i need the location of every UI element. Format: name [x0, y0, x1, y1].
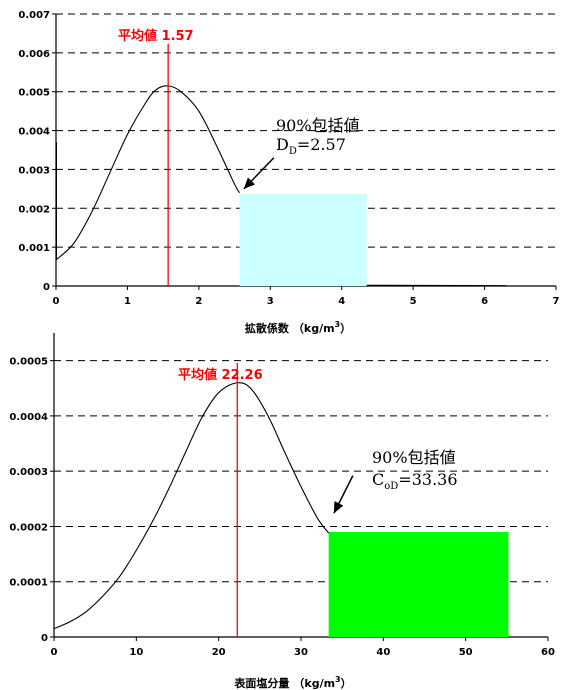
chart-surface-chloride: 0 0.0001 0.0002 0.0003 0.0004 0.0005 0 10 20 30 40…: [9, 333, 555, 690]
x-axis-title-unit: （kg/m: [293, 677, 335, 690]
x-axis-title-close: ）: [340, 322, 351, 335]
inclusive-region-box: [328, 531, 509, 637]
y-tick-label: 0.004: [18, 127, 50, 138]
x-tick-label: 40: [376, 647, 390, 658]
x-tick-label: 3: [267, 296, 274, 307]
y-tick-label: 0.001: [18, 243, 50, 254]
annotation-arrow-head: [243, 177, 256, 189]
x-axis-title-sup: 3: [335, 320, 341, 329]
annotation-line2: DD=2.57: [276, 135, 346, 157]
inclusive-region-box: [239, 193, 367, 286]
annotation-subscript: oD: [384, 481, 398, 492]
density-curve: [55, 85, 241, 261]
annotation-symbol: C: [372, 470, 384, 489]
mean-label: 平均値 1.57: [118, 28, 194, 44]
y-tick-label: 0: [41, 633, 48, 644]
x-axis-title-main: 拡散係数: [245, 321, 290, 335]
y-tick-label: 0.007: [18, 10, 50, 21]
x-tick-label: 10: [129, 647, 143, 658]
x-axis-title: 表面塩分量 （kg/m3）: [233, 675, 351, 690]
mean-label: 平均値 22.26: [178, 367, 263, 383]
x-axis-title-unit: （kg/m: [293, 322, 335, 335]
annotation-arrow-head: [333, 501, 344, 514]
x-tick-label: 5: [410, 296, 417, 307]
y-tick-label: 0.0005: [9, 357, 48, 368]
annotation-line1: 90%包括値: [276, 116, 360, 135]
x-tick-label: 0: [51, 647, 58, 658]
annotation-value: =33.36: [398, 470, 457, 489]
chart-diffusion-coefficient: 0 0.001 0.002 0.003 0.004 0.005 0.006 0.007 0 1 2 3…: [18, 10, 559, 335]
y-tick-label: 0.002: [18, 204, 50, 215]
x-axis-title: 拡散係数 （kg/m3）: [245, 320, 351, 335]
y-tick-label: 0.0002: [9, 522, 48, 533]
x-tick-label: 60: [541, 647, 555, 658]
y-tick-label: 0.005: [18, 88, 50, 99]
y-tick-label: 0.0004: [9, 412, 48, 423]
annotation-line2: CoD=33.36: [372, 470, 458, 492]
x-tick-label: 2: [195, 296, 202, 307]
x-tick-label: 50: [459, 647, 473, 658]
x-axis-title-sup: 3: [335, 675, 341, 684]
y-tick-label: 0.006: [18, 49, 50, 60]
y-tick-label: 0: [43, 282, 50, 293]
annotation-value: =2.57: [297, 135, 346, 154]
x-axis-title-main: 表面塩分量: [233, 676, 289, 690]
x-tick-label: 4: [338, 296, 345, 307]
annotation-line1: 90%包括値: [372, 448, 456, 467]
x-tick-label: 7: [553, 296, 560, 307]
x-tick-label: 20: [212, 647, 226, 658]
x-tick-label: 1: [124, 296, 131, 307]
annotation-symbol: D: [276, 135, 289, 154]
x-axis-title-close: ）: [341, 677, 352, 690]
y-tick-label: 0.003: [18, 165, 50, 176]
y-tick-label: 0.0001: [9, 578, 48, 589]
x-tick-label: 30: [294, 647, 308, 658]
x-tick-label: 6: [481, 296, 488, 307]
density-curve: [53, 382, 330, 630]
annotation-subscript: D: [289, 146, 297, 157]
x-tick-label: 0: [53, 296, 60, 307]
y-tick-label: 0.0003: [9, 467, 48, 478]
